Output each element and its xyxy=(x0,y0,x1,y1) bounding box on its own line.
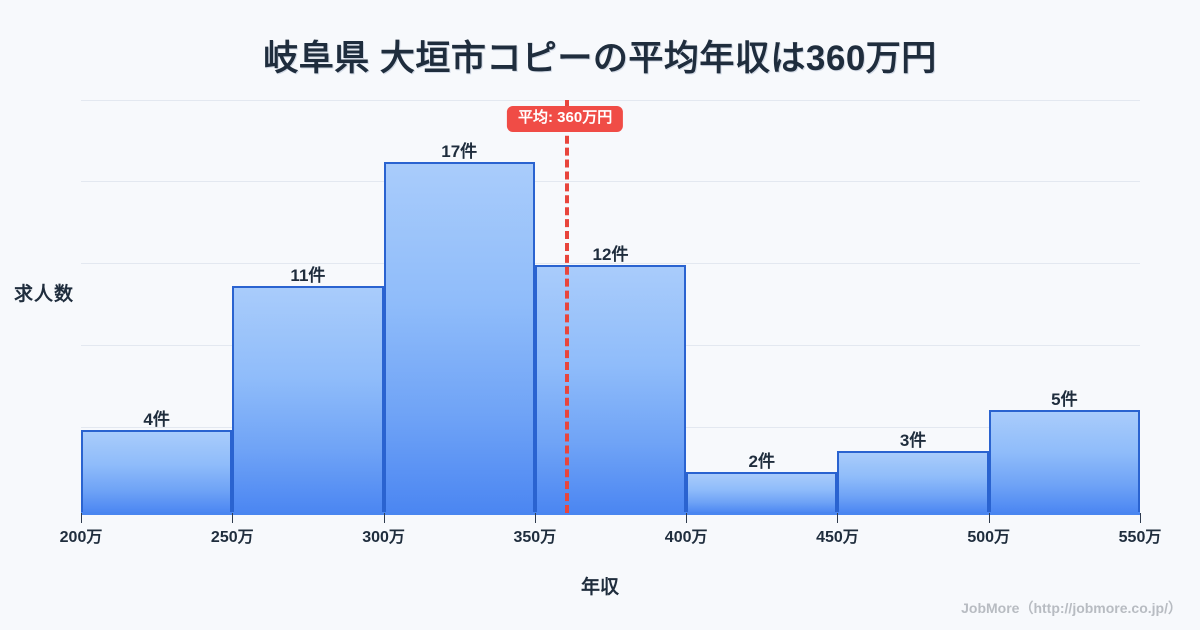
mean-line xyxy=(565,100,570,513)
bar xyxy=(686,471,838,513)
bar xyxy=(383,161,535,513)
x-axis-tick-label: 350万 xyxy=(513,529,557,546)
x-axis-tick-label: 300万 xyxy=(362,529,405,546)
bar-value-label: 2件 xyxy=(748,451,776,471)
x-axis-tick xyxy=(988,513,990,523)
gridline xyxy=(81,100,1140,101)
bar-value-label: 5件 xyxy=(1051,389,1078,409)
gridline xyxy=(81,181,1140,182)
bar-value-label: 17件 xyxy=(441,141,478,161)
x-axis-tick xyxy=(534,513,536,523)
bar-value-label: 11件 xyxy=(290,265,326,285)
bar-value-label: 12件 xyxy=(592,245,629,265)
bar-value-label: 4件 xyxy=(143,410,170,430)
bar xyxy=(534,265,687,513)
x-axis-tick xyxy=(686,513,688,523)
bar xyxy=(81,430,233,513)
x-axis-tick-label: 250万 xyxy=(210,529,254,546)
x-axis-tick xyxy=(837,513,839,523)
x-axis-line xyxy=(81,512,1140,515)
x-axis-title: 年収 xyxy=(580,577,619,598)
gridline xyxy=(81,263,1140,264)
x-axis-tick-label: 550万 xyxy=(1118,529,1162,546)
bar-value-label: 3件 xyxy=(899,431,927,451)
attribution-text: JobMore（http://jobmore.co.jp/） xyxy=(961,600,1182,616)
bar xyxy=(988,409,1140,513)
x-axis-tick xyxy=(1140,513,1141,523)
x-axis-tick-label: 400万 xyxy=(664,529,708,546)
bar xyxy=(232,285,384,513)
bar xyxy=(837,451,989,513)
x-axis-tick xyxy=(232,513,234,523)
plot-area xyxy=(81,100,1140,513)
x-axis-tick xyxy=(81,513,82,523)
mean-badge: 平均: 360万円 xyxy=(507,106,624,132)
x-axis-tick-label: 450万 xyxy=(816,529,859,546)
x-axis-tick-label: 500万 xyxy=(967,529,1011,546)
y-axis-title: 求人数 xyxy=(14,284,75,305)
x-axis-tick-label: 200万 xyxy=(59,529,103,546)
page-title: 岐阜県 大垣市コピーの平均年収は360万円 xyxy=(263,39,937,78)
x-axis-tick xyxy=(383,513,385,523)
